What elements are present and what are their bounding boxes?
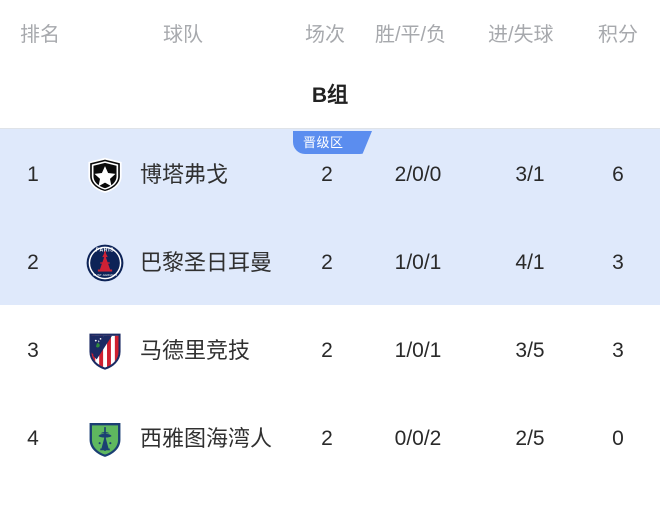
cell-goals: 4/1	[515, 251, 545, 274]
cell-team-name: 巴黎圣日耳曼	[140, 250, 273, 275]
seattle-sounders-logo	[76, 395, 134, 483]
cell-rank: 4	[27, 427, 39, 450]
group-title: B组	[311, 84, 349, 107]
cell-rank: 3	[27, 339, 39, 362]
column-header-rank: 排名	[20, 24, 60, 46]
header-divider	[0, 128, 660, 129]
bottom-spacer	[0, 483, 660, 510]
cell-goals: 3/5	[515, 339, 545, 362]
atletico-madrid-logo	[76, 307, 134, 395]
table-row[interactable]: 3	[0, 307, 660, 395]
cell-team-name: 马德里竞技	[140, 338, 251, 363]
cell-points: 6	[612, 163, 624, 186]
cell-goals: 3/1	[515, 163, 545, 186]
cell-team-name: 西雅图海湾人	[140, 426, 273, 451]
cell-wdl: 2/0/0	[394, 163, 442, 186]
cell-points: 3	[612, 339, 624, 362]
cell-played: 2	[321, 339, 333, 362]
psg-logo: PARIS SAINT-GERMAIN	[76, 219, 134, 307]
cell-played: 2	[321, 163, 333, 186]
cell-rank: 1	[27, 163, 39, 186]
column-header-points: 积分	[598, 24, 638, 46]
cell-wdl: 0/0/2	[394, 427, 442, 450]
column-header-wdl: 胜/平/负	[375, 24, 447, 46]
svg-text:SAINT-GERMAIN: SAINT-GERMAIN	[93, 273, 118, 277]
botafogo-logo-svg	[88, 157, 122, 193]
table-header-row: 排名 球队 场次 胜/平/负 进/失球 积分	[0, 0, 660, 62]
column-header-team: 球队	[163, 24, 203, 46]
column-header-played: 场次	[305, 24, 345, 46]
qualification-zone-badge: 晋级区	[293, 131, 372, 154]
table-row[interactable]: 2 PARIS SAINT-GERMAIN 巴黎圣日耳曼 2 1/0/1 4/1…	[0, 219, 660, 307]
cell-points: 3	[612, 251, 624, 274]
table-row[interactable]: 1 博塔弗戈 2 2/0/0 3/1 6	[0, 131, 660, 219]
cell-wdl: 1/0/1	[394, 339, 442, 362]
qualification-zone-badge-label: 晋级区	[303, 134, 344, 150]
psg-logo-svg: PARIS SAINT-GERMAIN	[86, 244, 124, 282]
svg-text:PARIS: PARIS	[96, 248, 114, 254]
cell-team-name: 博塔弗戈	[140, 162, 229, 187]
botafogo-logo	[76, 131, 134, 219]
cell-played: 2	[321, 427, 333, 450]
cell-played: 2	[321, 251, 333, 274]
seattle-sounders-logo-svg	[89, 422, 121, 457]
cell-goals: 2/5	[515, 427, 545, 450]
table-row[interactable]: 4 西雅图海湾人 2 0/0/2 2/5 0	[0, 395, 660, 483]
column-header-goals: 进/失球	[488, 24, 554, 46]
cell-rank: 2	[27, 251, 39, 274]
cell-wdl: 1/0/1	[394, 251, 442, 274]
cell-points: 0	[612, 427, 624, 450]
atletico-madrid-logo-svg	[89, 333, 121, 370]
